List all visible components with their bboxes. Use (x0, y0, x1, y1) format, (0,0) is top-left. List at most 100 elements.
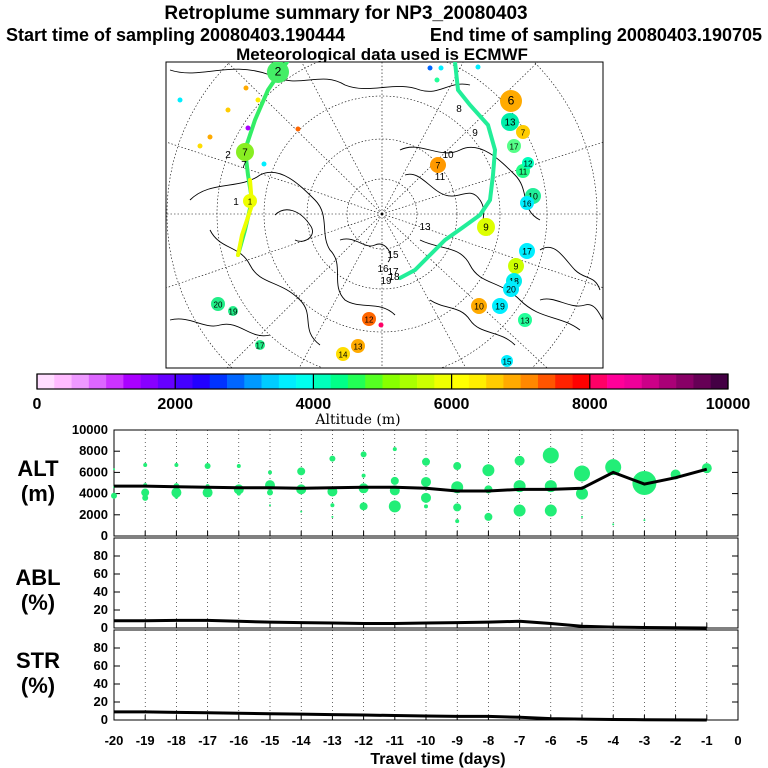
alt-cluster-point (361, 473, 366, 478)
y-tick-label: 2000 (79, 507, 108, 522)
colorbar-cell (278, 374, 297, 389)
map-cluster: 20 (503, 281, 519, 297)
map-cluster: 1 (243, 194, 257, 208)
map-cluster-label: 20 (506, 285, 516, 295)
colorbar-cell (537, 374, 556, 389)
colorbar-cell (175, 374, 193, 389)
trajectory-day-label: 7 (241, 160, 247, 171)
alt-cluster-point (390, 476, 399, 485)
alt-cluster-point (484, 512, 493, 521)
colorbar-cell (468, 374, 487, 389)
map-cluster-dot (228, 306, 238, 316)
trajectory-day-label: 16 (377, 264, 389, 275)
alt-cluster-point (453, 503, 462, 512)
colorbar-cell (347, 374, 366, 389)
map-cluster-label: 12 (524, 160, 533, 169)
alt-cluster-point (482, 464, 495, 477)
trajectory-day-label: 19 (380, 276, 392, 287)
colorbar-cell (624, 374, 642, 389)
x-tick-label: -18 (167, 733, 186, 748)
str-panel-title: STR (16, 648, 60, 673)
map-minor-dot (427, 65, 433, 71)
colorbar-cell (641, 374, 660, 389)
alt-cluster-point (204, 463, 211, 470)
alt-panel-title: ALT (17, 456, 59, 481)
map-cluster: 7 (236, 143, 254, 161)
abl-panel-title: ABL (15, 565, 60, 590)
colorbar-cell (417, 374, 435, 389)
map-cluster-label: 7 (436, 161, 441, 171)
y-tick-label: 8000 (79, 443, 108, 458)
y-tick-label: 80 (94, 640, 108, 655)
alt-cluster-point (513, 504, 526, 517)
map-cluster: 17 (507, 139, 521, 153)
colorbar-cell (607, 374, 625, 389)
map-cluster-label: 15 (503, 358, 512, 367)
map-minor-dot (378, 322, 384, 328)
map-cluster-dot (508, 258, 524, 274)
trajectory-day-label: 2 (225, 150, 231, 161)
trajectory-day-label: 11 (435, 172, 446, 183)
alt-cluster-point (643, 519, 646, 522)
met-data-label: Meteorological data used is ECMWF (236, 45, 528, 64)
start-time-label: Start time of sampling 20080403.190444 (6, 25, 345, 45)
colorbar-cell (106, 374, 124, 389)
y-tick-label: 40 (94, 584, 108, 599)
alt-cluster-point (544, 504, 557, 517)
map-cluster-label: 13 (505, 118, 516, 129)
colorbar-cell (37, 374, 55, 389)
map-cluster: 7 (430, 157, 446, 173)
x-tick-label: -14 (292, 733, 312, 748)
alt-cluster-point (142, 494, 149, 501)
map-cluster: 16 (520, 196, 534, 210)
map-cluster: 6 (500, 90, 522, 112)
map-cluster-dot (430, 157, 446, 173)
alt-cluster-point (455, 519, 460, 524)
colorbar-tick-label: 2000 (157, 396, 193, 413)
alt-cluster-point (581, 515, 583, 518)
colorbar-cell (710, 374, 729, 389)
x-tick-label: -15 (261, 733, 280, 748)
alt-cluster-point (421, 492, 431, 503)
alt-cluster-point (422, 457, 430, 466)
alt-cluster-point (574, 465, 590, 482)
colorbar-cell (365, 374, 383, 389)
map-cluster-label: 13 (354, 343, 363, 352)
alt-cluster-point (268, 470, 272, 475)
map-cluster: 17 (519, 243, 535, 259)
map-cluster: 13 (518, 313, 532, 327)
map-cluster-dot (518, 313, 532, 327)
alt-cluster-point (269, 504, 271, 507)
x-tick-label: -12 (354, 733, 373, 748)
map-cluster-label: 2 (275, 65, 282, 79)
map-cluster-label: 17 (510, 143, 519, 152)
x-tick-label: -5 (576, 733, 588, 748)
map-cluster: 9 (508, 258, 524, 274)
colorbar-cell (399, 374, 418, 389)
map-cluster-dot (520, 196, 534, 210)
time-panels: ALT (m) ABL (%) STR (%) 0200040006000800… (15, 422, 741, 768)
alt-cluster-point (300, 510, 303, 513)
colorbar-cell (140, 374, 159, 389)
map-cluster-label: 18 (509, 277, 519, 287)
y-tick-label: 40 (94, 676, 108, 691)
map-cluster-dot (351, 339, 365, 353)
alt-cluster-point (331, 515, 334, 518)
alt-cluster-point (388, 500, 401, 513)
trajectory-day-label: 13 (419, 222, 431, 233)
alt-cluster-point (267, 489, 273, 496)
map-minor-dot (207, 134, 213, 140)
alt-cluster-point (392, 447, 397, 452)
trajectory-day-label: 17 (387, 267, 399, 278)
map-cluster-label: 10 (474, 302, 484, 312)
alt-cluster-point (297, 467, 306, 476)
x-tick-label: -9 (451, 733, 463, 748)
trajectory-day-label: 8 (456, 104, 462, 115)
map-minor-dot (434, 77, 440, 83)
x-tick-label: -1 (701, 733, 713, 748)
colorbar-label: Altitude (m) (314, 412, 400, 428)
map-frame (165, 61, 604, 369)
colorbar-cell (658, 374, 677, 389)
alt-cluster-point (141, 488, 150, 497)
